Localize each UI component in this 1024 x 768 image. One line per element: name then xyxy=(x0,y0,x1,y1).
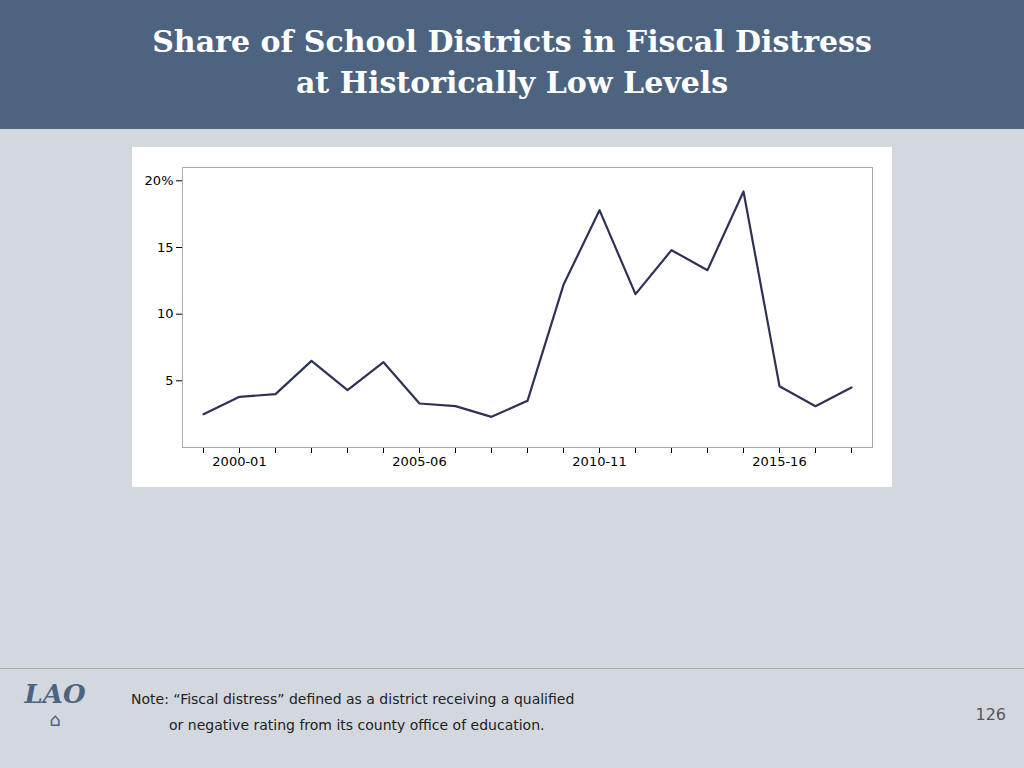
html-text:Note: “Fiscal distress” define: Note: “Fiscal distress” defined as a dis… xyxy=(131,691,575,707)
html-text:126: 126 xyxy=(975,705,1006,724)
svg-text:20%: 20% xyxy=(145,173,174,188)
html-text:Share of School Districts in F: Share of School Districts in Fiscal Dist… xyxy=(152,24,872,59)
svg-text:15: 15 xyxy=(157,240,174,255)
html-text:or negative rating from its co: or negative rating from its county offic… xyxy=(169,717,545,733)
svg-text:2010-11: 2010-11 xyxy=(572,454,626,469)
svg-text:2015-16: 2015-16 xyxy=(752,454,806,469)
svg-text:5: 5 xyxy=(165,373,173,388)
svg-text:2000-01: 2000-01 xyxy=(212,454,266,469)
html-text:LAO: LAO xyxy=(24,679,86,709)
svg-text:10: 10 xyxy=(157,306,174,321)
html-text:at Historically Low Levels: at Historically Low Levels xyxy=(295,64,729,100)
svg-text:2005-06: 2005-06 xyxy=(392,454,446,469)
